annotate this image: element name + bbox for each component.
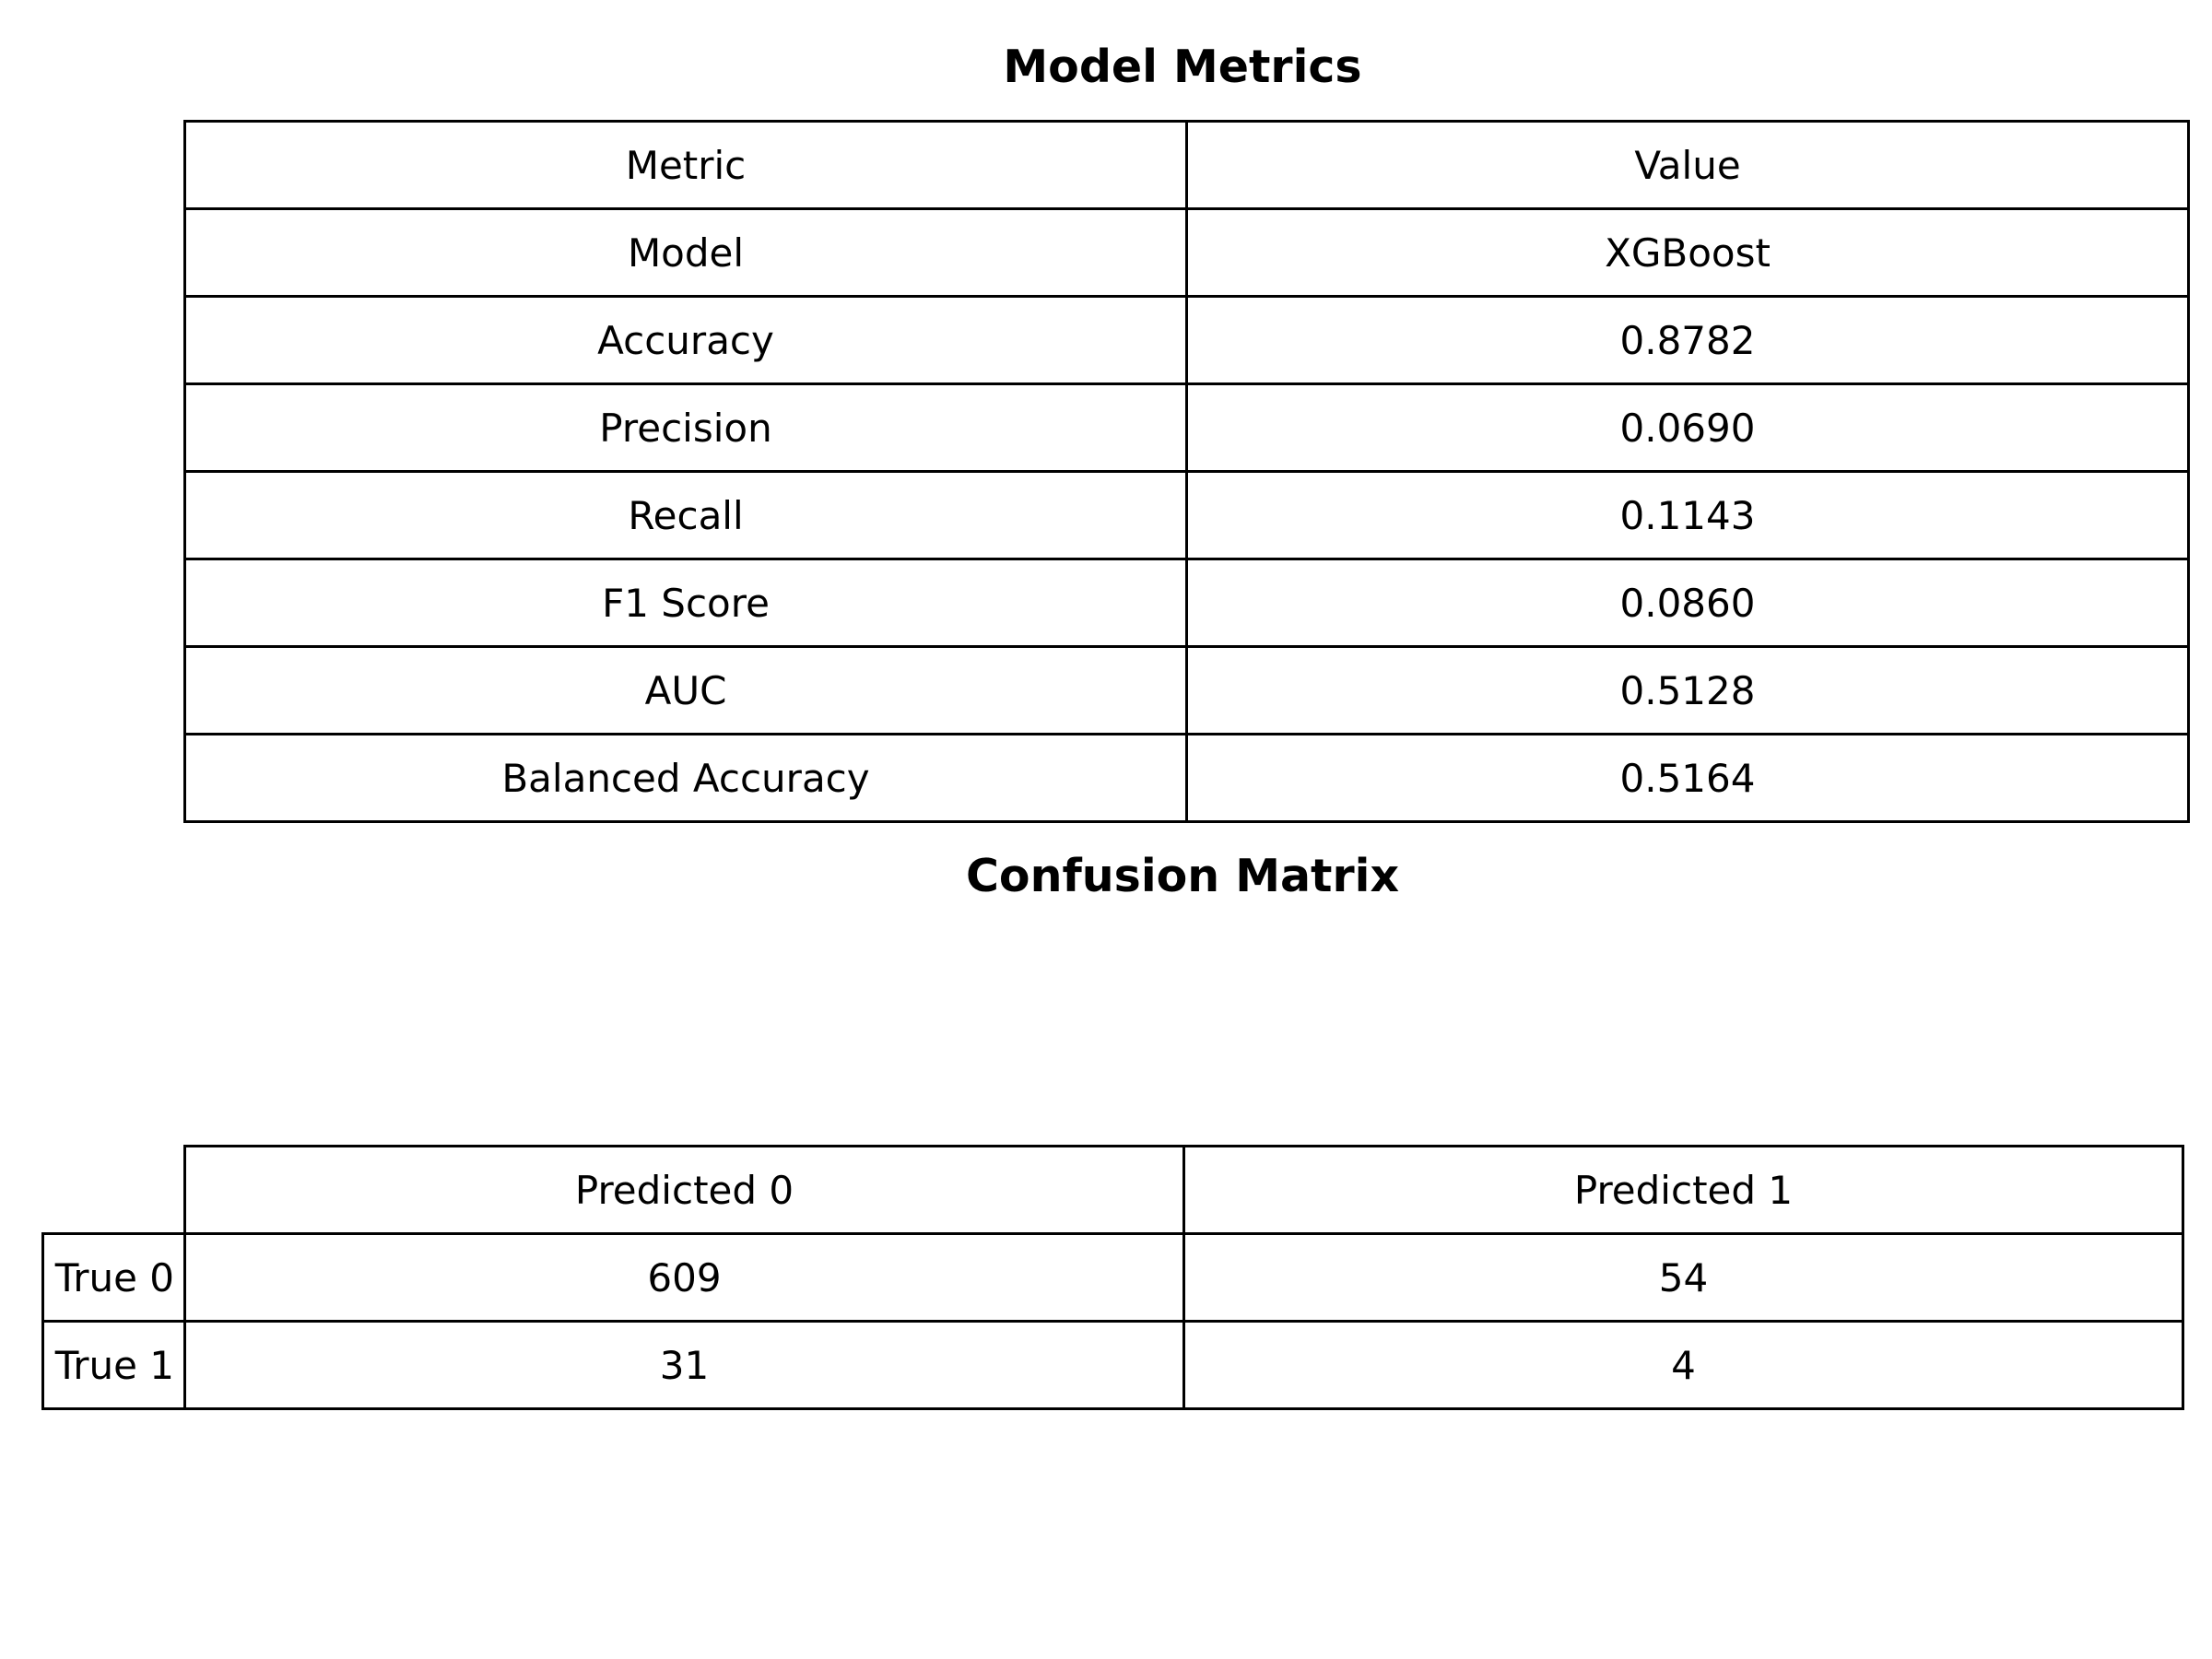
metrics-row: Recall 0.1143	[183, 470, 2190, 560]
metrics-header-metric: Metric	[183, 120, 1188, 210]
metrics-row: Model XGBoost	[183, 207, 2190, 298]
confusion-matrix-table: Predicted 0 Predicted 1 True 0 609 54 Tr…	[41, 1145, 2184, 1410]
metric-name-cell: Precision	[183, 382, 1188, 473]
metric-name-cell: Model	[183, 207, 1188, 298]
metric-value-cell: 0.5128	[1185, 645, 2190, 735]
confusion-matrix-row-label-true-1: True 1	[41, 1320, 186, 1410]
metric-name-cell: AUC	[183, 645, 1188, 735]
confusion-matrix-cell: 54	[1182, 1232, 2184, 1323]
metrics-row: AUC 0.5128	[183, 645, 2190, 735]
confusion-matrix-header-row: Predicted 0 Predicted 1	[42, 1145, 2184, 1235]
confusion-matrix-col-header-predicted-1: Predicted 1	[1182, 1145, 2184, 1235]
confusion-matrix-row-label-true-0: True 0	[41, 1232, 186, 1323]
metric-value-cell: 0.0690	[1185, 382, 2190, 473]
confusion-matrix-row-true-0: True 0 609 54	[41, 1232, 2184, 1323]
confusion-matrix-row-true-1: True 1 31 4	[41, 1320, 2184, 1410]
confusion-matrix-cell: 31	[183, 1320, 1185, 1410]
metric-value-cell: 0.1143	[1185, 470, 2190, 560]
metrics-row: Precision 0.0690	[183, 382, 2190, 473]
metrics-header-value: Value	[1185, 120, 2190, 210]
confusion-matrix-cell: 4	[1182, 1320, 2184, 1410]
metric-value-cell: 0.8782	[1185, 295, 2190, 385]
metric-name-cell: F1 Score	[183, 558, 1188, 648]
metrics-table-title: Model Metrics	[1003, 41, 1362, 93]
metric-name-cell: Balanced Accuracy	[183, 733, 1188, 823]
metric-value-cell: 0.0860	[1185, 558, 2190, 648]
metric-name-cell: Recall	[183, 470, 1188, 560]
metrics-table: Metric Value Model XGBoost Accuracy 0.87…	[183, 120, 2190, 823]
metrics-row: Balanced Accuracy 0.5164	[183, 733, 2190, 823]
confusion-matrix-col-header-predicted-0: Predicted 0	[183, 1145, 1185, 1235]
confusion-matrix-title: Confusion Matrix	[965, 850, 1400, 902]
metrics-row: Accuracy 0.8782	[183, 295, 2190, 385]
metric-value-cell: XGBoost	[1185, 207, 2190, 298]
metrics-header-row: Metric Value	[183, 120, 2190, 210]
metric-name-cell: Accuracy	[183, 295, 1188, 385]
confusion-matrix-corner	[42, 1146, 186, 1235]
metric-value-cell: 0.5164	[1185, 733, 2190, 823]
metrics-row: F1 Score 0.0860	[183, 558, 2190, 648]
confusion-matrix-cell: 609	[183, 1232, 1185, 1323]
